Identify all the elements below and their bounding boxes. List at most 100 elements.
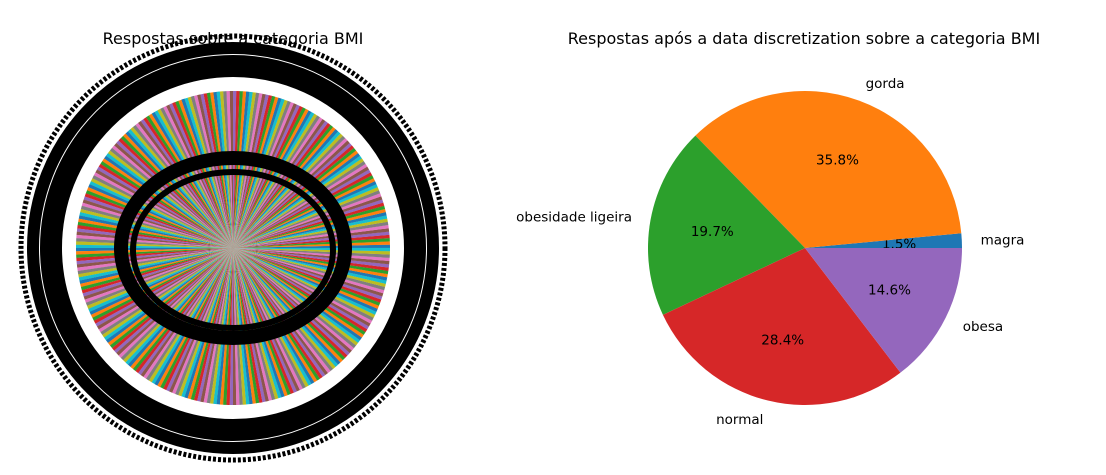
pie-slice [233,248,323,379]
overlapping-percent-labels [130,169,336,331]
pie-slice [233,131,341,248]
slice-label: magra [981,233,1025,249]
pie-slice [163,248,233,391]
pie-slice [172,248,233,395]
pie-slice [95,169,233,248]
pie-slice [233,248,312,386]
pie-slice [233,248,386,288]
pie-slice [233,152,361,248]
pie-slice [233,248,386,291]
pie-slice [233,205,386,248]
pie-slice [79,212,234,248]
pie-slice [82,248,233,297]
pie-slice [233,248,357,349]
slice-percent-label: 28.4% [761,333,804,349]
pie-slice [233,208,386,248]
pie-slice [233,248,306,389]
pie-slice [130,127,233,248]
pie-slice [233,248,339,367]
pie-slice [233,124,334,248]
pie-slice [78,218,234,248]
pie-slice [89,181,234,248]
slice-percent-label: 19.7% [691,224,734,240]
pie-slice [233,248,382,303]
pie-slice [92,248,234,321]
pie-slice [104,155,233,248]
pie-slice [233,248,320,381]
pie-slice [233,129,339,248]
pie-slice [233,248,381,306]
pie-slice [233,138,348,248]
pie-slice [130,248,233,370]
pie-slice-gorda [695,91,962,248]
pie-slice [89,248,233,315]
pie-slice [135,122,233,248]
pie-slice [90,248,233,318]
pie-slice [132,124,233,248]
pie-slice [96,166,233,248]
pie-slice [233,248,371,327]
pie-slice [114,248,233,354]
pie-slice [116,248,233,356]
pie-slice [233,248,378,312]
pie-slice [127,248,233,367]
pie-slice [118,248,233,358]
pie-slice [233,196,383,248]
pie-slice [233,184,378,248]
pie-slice [82,199,233,248]
pie-slice [233,140,350,248]
pie-slice [233,190,381,248]
pie-slice [93,172,233,248]
slice-percent-label: 35.8% [816,153,859,169]
pie-slice [104,248,233,341]
pie-slice [233,150,359,248]
pie-slice [233,248,370,330]
pie-slice [169,248,233,393]
pie-slice [87,248,233,309]
pie-slice [233,248,336,369]
pie-slice [109,147,233,248]
pie-slice [233,169,371,248]
pie-slice [148,248,233,383]
pie-slice [107,248,233,346]
pie-slice [233,248,384,297]
pie-slice [233,248,383,300]
pie-slice [80,248,234,291]
pie-slice [98,248,234,333]
pie-slice [90,178,233,248]
pie-slice [100,248,233,335]
pie-slice [233,248,331,374]
pie-slice [233,248,373,324]
slice-label: obesidade ligeira [516,210,632,226]
chart-title-right: Respostas após a data discretization sob… [568,29,1040,48]
pie-slice [105,248,233,344]
pie-slice [120,248,233,361]
pie-slice [233,248,368,333]
pie-slice [80,208,234,248]
pie-slice [233,248,346,361]
pie-slice [105,153,233,248]
overlapping-category-labels [18,33,448,463]
pie-slice [233,248,350,356]
pie-slice [233,248,303,391]
pie-slice [83,196,233,248]
pie-slice [92,175,233,248]
pie-slice [84,248,233,303]
pie-slice [233,248,361,343]
pie-slice [151,248,233,385]
overlapping-category-labels [40,55,426,441]
pie-slice [233,248,387,284]
pie-slice [80,248,234,288]
pie-slice [233,178,376,248]
pie-slice-normal [662,248,901,406]
pie-slice [233,199,384,248]
pie-slice [109,248,233,349]
pie-slice [233,248,352,354]
pie-slice [233,145,354,248]
pie-slice [85,248,233,306]
slice-label: normal [716,412,763,428]
pie-slice [93,248,234,324]
pie-slice [233,248,359,346]
